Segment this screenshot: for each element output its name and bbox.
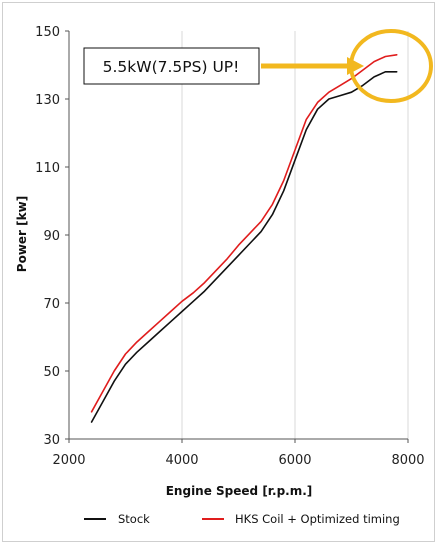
y-tick-labels: 30 50 70 90 110 130 150 — [35, 25, 60, 448]
x-tick-label: 6000 — [278, 453, 311, 468]
y-axis-title: Power [kw] — [15, 196, 29, 272]
annotation-box — [83, 47, 260, 85]
series-line-hks — [90, 53, 398, 413]
x-tick-label: 2000 — [52, 453, 85, 468]
legend: Stock HKS Coil + Optimized timing — [84, 512, 400, 526]
axes — [65, 30, 409, 443]
x-tick-label: 4000 — [165, 453, 198, 468]
y-tick-label: 50 — [43, 365, 60, 380]
y-tick-label: 130 — [35, 93, 60, 108]
y-tick-label: 70 — [43, 297, 60, 312]
highlight-circle — [349, 29, 433, 103]
x-tick-labels: 2000 4000 6000 8000 — [52, 453, 424, 468]
y-tick-label: 110 — [35, 161, 60, 176]
series-lines — [90, 53, 398, 423]
legend-label: HKS Coil + Optimized timing — [235, 512, 400, 526]
y-tick-label: 150 — [35, 25, 60, 40]
y-tick-label: 30 — [43, 433, 60, 448]
x-axis-title: Engine Speed [r.p.m.] — [166, 484, 313, 498]
x-tick-label: 8000 — [391, 453, 424, 468]
annotation-callout: 5.5kW(7.5PS) UP! — [83, 29, 433, 103]
annotation-text: 5.5kW(7.5PS) UP! — [103, 58, 240, 76]
y-tick-label: 90 — [43, 229, 60, 244]
series-line-stock — [90, 71, 398, 423]
plot-area — [69, 31, 408, 439]
legend-label: Stock — [118, 512, 150, 526]
